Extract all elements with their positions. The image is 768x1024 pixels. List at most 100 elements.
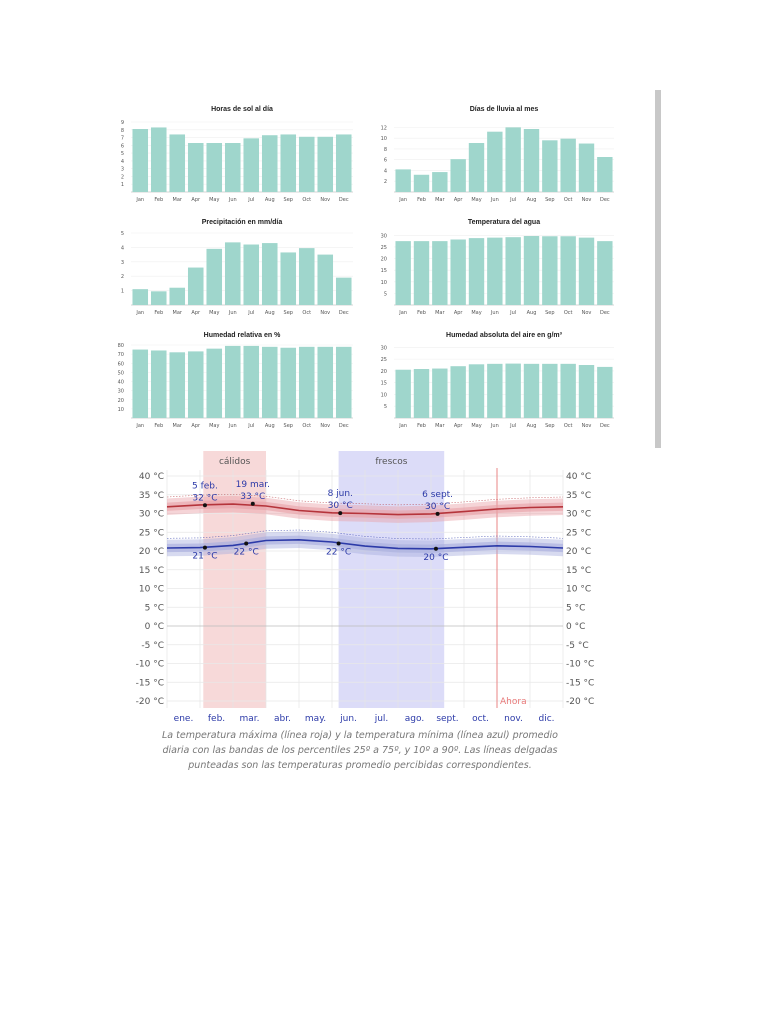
annotation-value: 32 °C bbox=[192, 493, 217, 503]
bar bbox=[432, 172, 448, 192]
bar bbox=[187, 267, 204, 305]
temp-y-label-left: 25 °C bbox=[139, 528, 164, 538]
month-label: ene. bbox=[174, 714, 194, 724]
month-label: nov. bbox=[504, 714, 523, 724]
y-tick-label: 2 bbox=[121, 274, 124, 280]
x-tick-label: Aug bbox=[527, 197, 537, 203]
bar bbox=[335, 134, 352, 192]
x-tick-label: Jul bbox=[509, 423, 516, 429]
bar bbox=[450, 159, 466, 192]
bar bbox=[450, 366, 466, 418]
bar bbox=[224, 345, 241, 418]
bar-chart-5: Humedad relativa en % 10 20 30 40 50 60 70 80 Jan… bbox=[118, 332, 353, 429]
bar bbox=[150, 291, 167, 305]
x-tick-label: Dec bbox=[339, 310, 349, 316]
temp-y-label-right: 10 °C bbox=[566, 585, 591, 595]
bar-chart-title: Horas de sol al día bbox=[211, 106, 273, 113]
y-tick-label: 2 bbox=[121, 174, 124, 180]
x-tick-label: May bbox=[471, 423, 481, 429]
bar-chart-title: Días de lluvia al mes bbox=[470, 106, 539, 113]
x-tick-label: Sep bbox=[284, 423, 293, 429]
y-tick-label: 6 bbox=[384, 158, 387, 164]
temp-y-label-right: 15 °C bbox=[566, 566, 591, 576]
y-tick-label: 8 bbox=[384, 147, 387, 153]
x-tick-label: Oct bbox=[302, 310, 311, 316]
x-tick-label: Jan bbox=[135, 310, 144, 316]
temp-y-label-right: -10 °C bbox=[566, 660, 594, 670]
y-tick-label: 5 bbox=[384, 291, 387, 297]
x-tick-label: Nov bbox=[320, 197, 330, 203]
temp-y-label-left: 20 °C bbox=[139, 547, 164, 557]
month-label: oct. bbox=[472, 714, 489, 724]
x-tick-label: Jun bbox=[490, 423, 499, 429]
x-tick-label: May bbox=[209, 423, 219, 429]
bar bbox=[432, 241, 448, 305]
y-tick-label: 5 bbox=[384, 404, 387, 410]
y-tick-label: 15 bbox=[381, 268, 387, 274]
y-tick-label: 1 bbox=[121, 182, 124, 188]
bar bbox=[150, 350, 167, 418]
bar bbox=[132, 129, 149, 192]
bar bbox=[261, 243, 278, 305]
bar-chart-2: Días de lluvia al mes 2 4 6 8 10 12 Jan Feb Mar Ap… bbox=[381, 106, 614, 203]
bar bbox=[317, 254, 334, 305]
annotation-dot bbox=[202, 503, 207, 508]
annotation-dot bbox=[433, 546, 438, 551]
temp-y-label-left: -20 °C bbox=[136, 697, 164, 707]
bar bbox=[395, 369, 411, 418]
temp-y-label-right: -5 °C bbox=[566, 641, 589, 651]
y-tick-label: 20 bbox=[118, 398, 124, 404]
y-tick-label: 20 bbox=[381, 257, 387, 263]
season-band-cool bbox=[338, 451, 445, 708]
season-label: cálidos bbox=[219, 457, 251, 467]
annotation-dot bbox=[250, 501, 255, 506]
temp-y-label-left: 40 °C bbox=[139, 472, 164, 482]
x-tick-label: Mar bbox=[435, 423, 445, 429]
bar bbox=[542, 363, 558, 418]
y-tick-label: 5 bbox=[121, 231, 124, 237]
bar bbox=[169, 287, 186, 305]
x-tick-label: Nov bbox=[320, 310, 330, 316]
x-tick-label: Jun bbox=[228, 197, 237, 203]
y-tick-label: 6 bbox=[121, 143, 124, 149]
x-tick-label: Aug bbox=[265, 310, 275, 316]
bar bbox=[432, 368, 448, 418]
bar-chart-title: Temperatura del agua bbox=[468, 219, 540, 226]
bar bbox=[395, 169, 411, 192]
x-tick-label: Mar bbox=[173, 197, 183, 203]
x-tick-label: Oct bbox=[564, 197, 573, 203]
bar bbox=[335, 277, 352, 305]
x-tick-label: Dec bbox=[339, 197, 349, 203]
x-tick-label: Feb bbox=[417, 197, 426, 203]
bar bbox=[298, 346, 315, 418]
y-tick-label: 2 bbox=[384, 179, 387, 185]
x-tick-label: Aug bbox=[527, 423, 537, 429]
bar bbox=[523, 236, 540, 305]
temp-y-label-right: -15 °C bbox=[566, 678, 594, 688]
x-tick-label: Dec bbox=[600, 310, 610, 316]
bar bbox=[505, 127, 521, 192]
min-perceived-line bbox=[166, 529, 564, 540]
x-tick-label: Sep bbox=[284, 310, 293, 316]
bar bbox=[261, 135, 278, 192]
x-tick-label: Feb bbox=[417, 310, 426, 316]
month-label: abr. bbox=[274, 714, 291, 724]
bar bbox=[395, 241, 411, 305]
temp-y-label-right: 30 °C bbox=[566, 510, 591, 520]
x-tick-label: Dec bbox=[600, 423, 610, 429]
bar-chart-4: Temperatura del agua 5 10 15 20 25 30 Jan Feb Mar… bbox=[381, 219, 614, 316]
temp-y-label-right: 20 °C bbox=[566, 547, 591, 557]
page-scrollbar[interactable] bbox=[655, 90, 661, 448]
x-tick-label: May bbox=[209, 310, 219, 316]
annotation-value: 20 °C bbox=[423, 553, 448, 563]
x-tick-label: Aug bbox=[265, 197, 275, 203]
temp-y-label-right: 40 °C bbox=[566, 472, 591, 482]
x-tick-label: Dec bbox=[600, 197, 610, 203]
annotation-date: 19 mar. bbox=[236, 480, 270, 490]
annotation-dot bbox=[336, 541, 341, 546]
x-tick-label: Feb bbox=[154, 197, 163, 203]
bar bbox=[413, 241, 430, 305]
x-tick-label: Aug bbox=[527, 310, 537, 316]
x-tick-label: Jul bbox=[509, 197, 516, 203]
